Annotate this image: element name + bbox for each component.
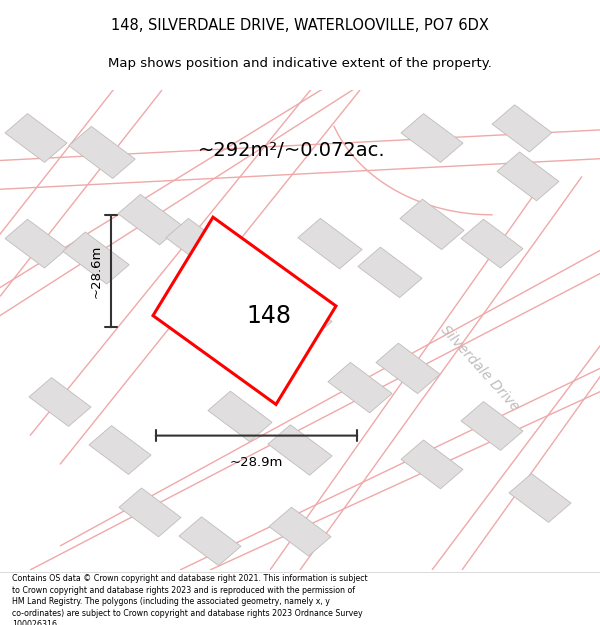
Polygon shape [119,488,181,537]
Polygon shape [166,218,230,269]
Text: Contains OS data © Crown copyright and database right 2021. This information is : Contains OS data © Crown copyright and d… [12,574,368,625]
Polygon shape [268,291,332,341]
Polygon shape [5,114,67,162]
Polygon shape [153,217,336,404]
Polygon shape [497,152,559,201]
Polygon shape [89,426,151,474]
Polygon shape [269,508,331,556]
Polygon shape [220,257,284,308]
Text: ~292m²/~0.072ac.: ~292m²/~0.072ac. [198,141,386,159]
Text: Silverdale Drive: Silverdale Drive [438,323,522,414]
Polygon shape [509,474,571,522]
Polygon shape [358,248,422,298]
Polygon shape [376,343,440,394]
Polygon shape [268,425,332,475]
Polygon shape [461,402,523,451]
Text: ~28.6m: ~28.6m [89,244,103,298]
Polygon shape [461,219,523,268]
Polygon shape [69,126,135,178]
Polygon shape [492,105,552,152]
Polygon shape [63,232,129,284]
Polygon shape [328,362,392,413]
Polygon shape [298,218,362,269]
Polygon shape [29,378,91,426]
Text: ~28.9m: ~28.9m [230,456,283,469]
Polygon shape [208,391,272,442]
Polygon shape [5,219,67,268]
Polygon shape [118,194,182,245]
Polygon shape [401,114,463,162]
Text: 148, SILVERDALE DRIVE, WATERLOOVILLE, PO7 6DX: 148, SILVERDALE DRIVE, WATERLOOVILLE, PO… [111,18,489,32]
Polygon shape [179,517,241,566]
Polygon shape [400,199,464,249]
Polygon shape [401,440,463,489]
Text: Map shows position and indicative extent of the property.: Map shows position and indicative extent… [108,56,492,69]
Text: 148: 148 [246,304,291,328]
